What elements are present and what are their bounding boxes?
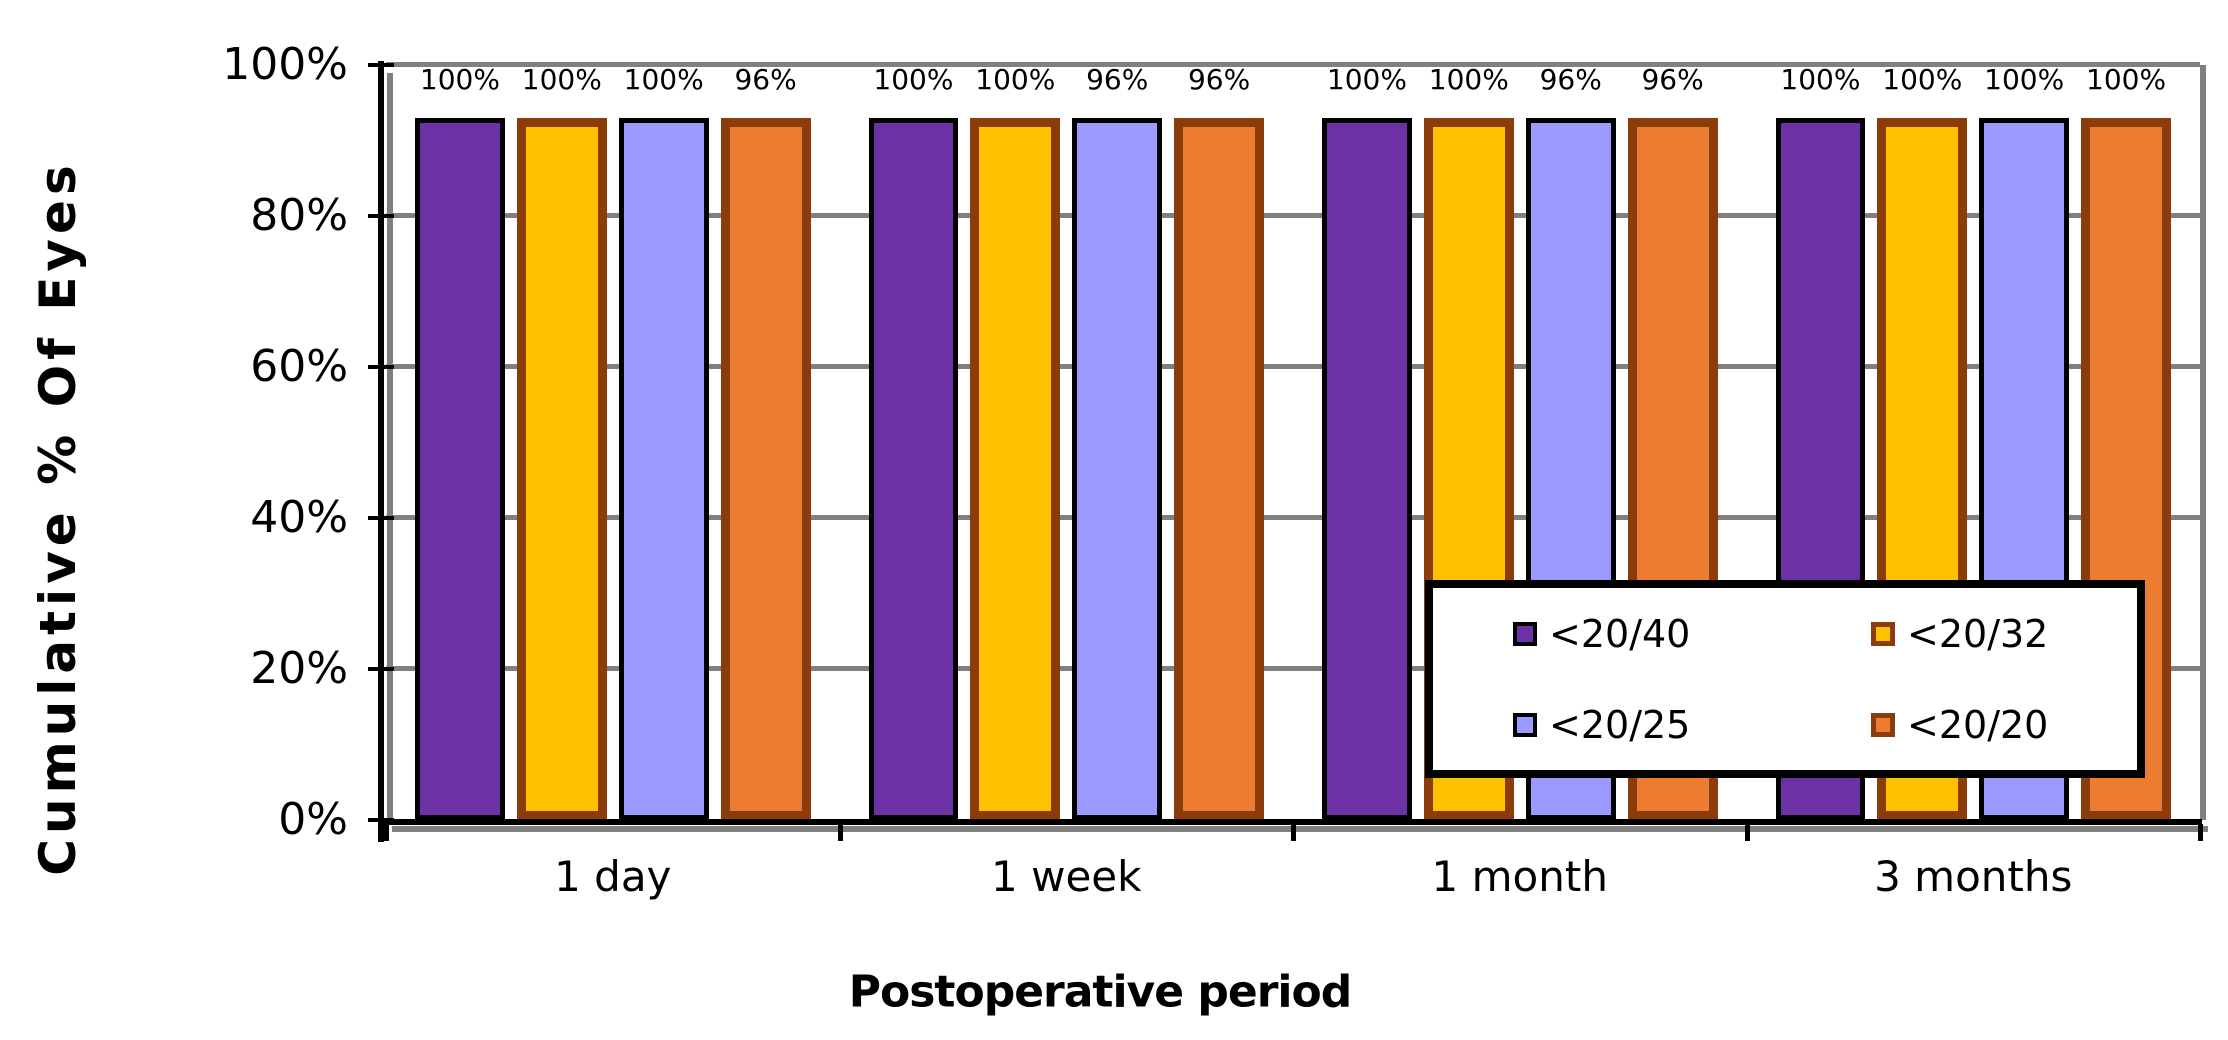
x-tick bbox=[2198, 824, 2203, 841]
x-tick-label: 1 month bbox=[1431, 852, 1608, 901]
x-tick bbox=[384, 824, 389, 841]
legend-item-label: <20/20 bbox=[1907, 702, 2049, 747]
bar-value-label: 96% bbox=[1539, 63, 1602, 96]
bar-wrap: 100% bbox=[868, 63, 959, 820]
bar-value-label: 100% bbox=[419, 63, 500, 96]
gridline bbox=[386, 666, 2200, 671]
x-tick-label: 1 day bbox=[554, 852, 672, 901]
y-axis-line bbox=[378, 61, 384, 842]
bar-value-label: 100% bbox=[623, 63, 704, 96]
gridline bbox=[386, 364, 2200, 369]
bar-wrap: 100% bbox=[415, 63, 505, 820]
plot-right-border bbox=[2200, 65, 2206, 820]
y-tick-label: 0% bbox=[278, 794, 348, 845]
bar bbox=[720, 117, 811, 820]
legend-item-label: <20/40 bbox=[1549, 611, 1691, 656]
gridline bbox=[386, 515, 2200, 520]
bar-value-label: 96% bbox=[1641, 63, 1704, 96]
x-axis-shadow bbox=[392, 826, 2208, 832]
x-tick-label: 3 months bbox=[1874, 852, 2073, 901]
x-tick bbox=[837, 824, 843, 841]
bar bbox=[1072, 117, 1163, 820]
legend-item: <20/25 bbox=[1513, 706, 1871, 744]
bar bbox=[618, 117, 709, 820]
y-tick bbox=[368, 818, 394, 822]
bar-wrap: 100% bbox=[516, 63, 607, 820]
gridline bbox=[386, 213, 2200, 218]
bar-value-label: 100% bbox=[1780, 63, 1861, 96]
bar-wrap: 96% bbox=[1174, 63, 1264, 820]
bar-value-label: 96% bbox=[1187, 63, 1251, 96]
legend-item: <20/40 bbox=[1513, 615, 1871, 653]
bar bbox=[415, 117, 505, 820]
bar bbox=[1174, 117, 1264, 820]
x-axis-line bbox=[378, 819, 2202, 825]
legend-item: <20/20 bbox=[1871, 706, 2137, 744]
x-axis-title: Postoperative period bbox=[848, 966, 1352, 1018]
y-tick-label: 60% bbox=[250, 341, 348, 392]
bar-value-label: 96% bbox=[734, 63, 797, 96]
legend-item-label: <20/25 bbox=[1549, 702, 1691, 747]
bar bbox=[970, 117, 1061, 820]
bar-wrap: 100% bbox=[970, 63, 1061, 820]
bar-value-label: 100% bbox=[1428, 63, 1509, 96]
y-axis-shadow bbox=[387, 73, 393, 820]
bar-wrap: 100% bbox=[618, 63, 709, 820]
bar-value-label: 96% bbox=[1086, 63, 1149, 96]
y-tick-label: 20% bbox=[250, 643, 348, 694]
x-tick-label: 1 week bbox=[991, 852, 1142, 901]
legend-item: <20/32 bbox=[1871, 615, 2137, 653]
x-tick bbox=[1744, 824, 1750, 841]
bar-wrap: 100% bbox=[1322, 63, 1412, 820]
y-tick-label: 80% bbox=[250, 190, 348, 241]
y-tick bbox=[368, 516, 394, 520]
bar-group: 100% 100% 100% 96% bbox=[386, 63, 840, 820]
legend-swatch bbox=[1513, 621, 1537, 646]
y-tick bbox=[368, 365, 394, 369]
x-tick bbox=[1291, 824, 1296, 841]
legend-item-label: <20/32 bbox=[1907, 611, 2049, 656]
y-tick bbox=[368, 214, 394, 218]
y-axis-title: Cumulative % Of Eyes bbox=[29, 160, 87, 876]
legend-swatch bbox=[1871, 621, 1895, 646]
y-tick-label: 40% bbox=[250, 492, 348, 543]
bar-value-label: 100% bbox=[873, 63, 954, 96]
y-tick-label: 100% bbox=[222, 39, 348, 90]
bar-wrap: 96% bbox=[1072, 63, 1163, 820]
bar-value-label: 100% bbox=[1882, 63, 1963, 96]
bar bbox=[868, 117, 959, 820]
legend: <20/40 <20/32 <20/25 <20/20 bbox=[1425, 580, 2145, 778]
bar-value-label: 100% bbox=[975, 63, 1056, 96]
bar-value-label: 100% bbox=[1984, 63, 2065, 96]
gridline bbox=[386, 62, 2200, 67]
y-tick bbox=[368, 667, 394, 671]
bar bbox=[516, 117, 607, 820]
legend-swatch bbox=[1871, 712, 1895, 737]
bar bbox=[1322, 117, 1412, 820]
bar-value-label: 100% bbox=[1326, 63, 1407, 96]
y-tick bbox=[368, 63, 394, 67]
bar-group: 100% 100% 96% 96% bbox=[840, 63, 1294, 820]
legend-swatch bbox=[1513, 712, 1537, 737]
bar-wrap: 96% bbox=[720, 63, 811, 820]
bar-value-label: 100% bbox=[521, 63, 602, 96]
bar-value-label: 100% bbox=[2086, 63, 2167, 96]
